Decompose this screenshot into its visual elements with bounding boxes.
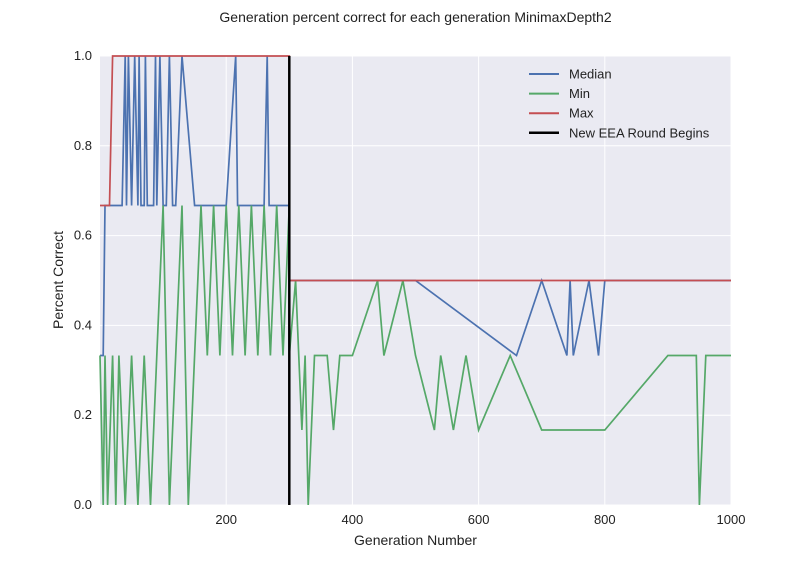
legend-label: Max [569, 106, 594, 121]
y-tick-label: 0.2 [74, 407, 92, 422]
x-tick-label: 800 [594, 512, 616, 527]
chart-title: Generation percent correct for each gene… [219, 9, 612, 25]
x-tick-label: 1000 [717, 512, 746, 527]
y-tick-label: 0.4 [74, 317, 92, 332]
y-tick-label: 1.0 [74, 48, 92, 63]
y-tick-label: 0.6 [74, 228, 92, 243]
x-tick-label: 400 [342, 512, 364, 527]
series-line-min [99, 205, 731, 506]
x-axis-label: Generation Number [354, 532, 477, 548]
y-axis-label: Percent Correct [50, 230, 66, 330]
legend-label: New EEA Round Begins [569, 125, 710, 140]
y-tick-label: 0.8 [74, 138, 92, 153]
series-line-max [100, 55, 731, 282]
x-tick-label: 200 [215, 512, 237, 527]
x-tick-label: 600 [468, 512, 490, 527]
y-tick-label: 0.0 [74, 497, 92, 512]
plot-area: 0.0 0.2 0.4 0.6 0.8 1.0 200 400 600 800 1000 Median… [74, 48, 746, 527]
legend-label: Median [569, 67, 612, 82]
legend-label: Min [569, 86, 590, 101]
